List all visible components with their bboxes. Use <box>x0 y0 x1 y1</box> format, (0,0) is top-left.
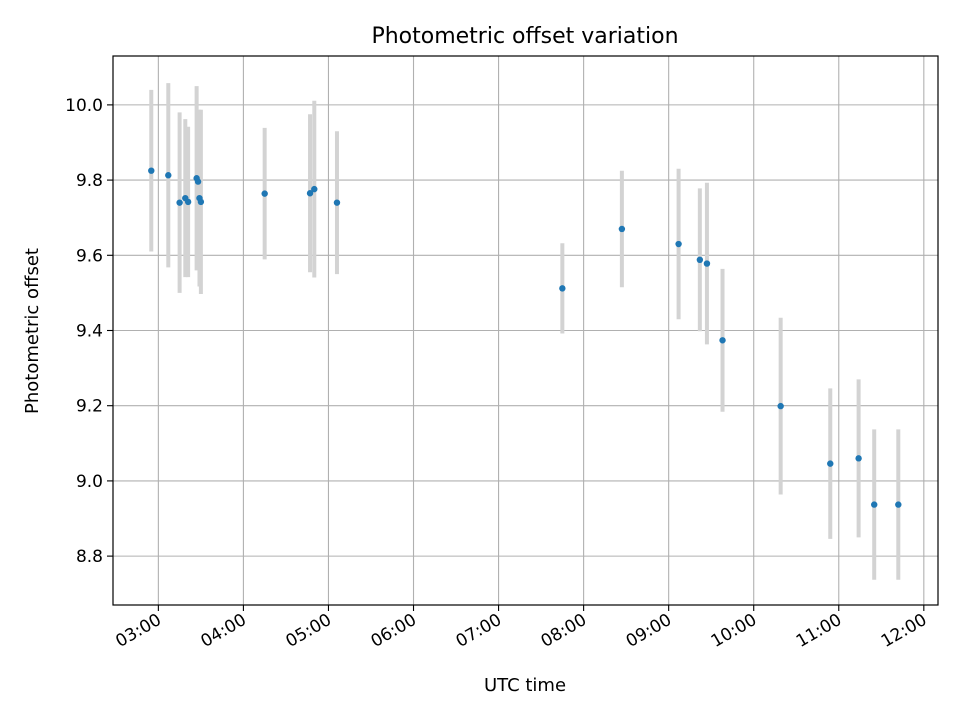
y-tick-label: 9.0 <box>76 472 103 492</box>
data-point <box>333 199 341 206</box>
x-tick-label: 04:00 <box>197 610 249 652</box>
x-axis: 03:00 04:00 05:00 06:00 07:00 08:00 09:00 10:00… <box>112 605 930 652</box>
x-tick-label: 05:00 <box>283 610 335 652</box>
data-point <box>696 256 704 264</box>
x-tick-label: 10:00 <box>708 610 760 652</box>
data-point <box>176 199 183 206</box>
data-point <box>827 460 834 467</box>
x-tick-label: 03:00 <box>112 610 164 652</box>
y-tick-label: 9.6 <box>76 246 103 266</box>
y-axis: 8.8 9.0 9.2 9.4 9.6 9.8 10.0 <box>65 96 113 567</box>
y-axis-label: Photometric offset <box>22 248 43 414</box>
data-point <box>871 501 878 508</box>
x-tick-label: 06:00 <box>368 610 420 652</box>
data-point <box>895 501 902 508</box>
data-point <box>618 225 626 233</box>
data-point <box>777 402 784 410</box>
x-tick-label: 07:00 <box>453 610 505 652</box>
data-point <box>197 198 205 206</box>
data-point <box>148 167 155 174</box>
x-tick-label: 08:00 <box>538 610 590 652</box>
data-point <box>194 178 202 185</box>
data-point <box>261 190 268 197</box>
y-tick-label: 10.0 <box>65 96 103 116</box>
data-point <box>855 455 862 462</box>
data-point <box>311 185 318 193</box>
data-point <box>184 198 192 206</box>
y-tick-label: 8.8 <box>76 547 103 567</box>
y-tick-label: 9.4 <box>76 322 103 342</box>
x-axis-label: UTC time <box>484 675 566 696</box>
error-bars <box>149 83 901 580</box>
chart-title: Photometric offset variation <box>371 24 678 49</box>
x-tick-label: 09:00 <box>623 610 675 652</box>
x-tick-label: 12:00 <box>878 610 930 652</box>
data-point <box>719 337 726 344</box>
data-point <box>306 190 314 197</box>
y-tick-label: 9.2 <box>76 397 103 417</box>
x-tick-label: 11:00 <box>793 610 845 652</box>
data-point <box>559 285 566 292</box>
data-points <box>148 167 902 508</box>
data-point <box>165 172 172 179</box>
y-tick-label: 9.8 <box>76 171 103 191</box>
grid <box>113 56 938 605</box>
data-point <box>675 240 682 248</box>
data-point <box>703 260 711 267</box>
